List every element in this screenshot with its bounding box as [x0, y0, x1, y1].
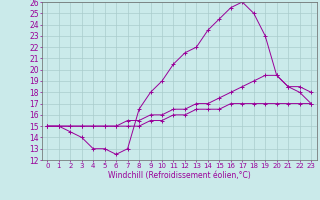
X-axis label: Windchill (Refroidissement éolien,°C): Windchill (Refroidissement éolien,°C) — [108, 171, 251, 180]
